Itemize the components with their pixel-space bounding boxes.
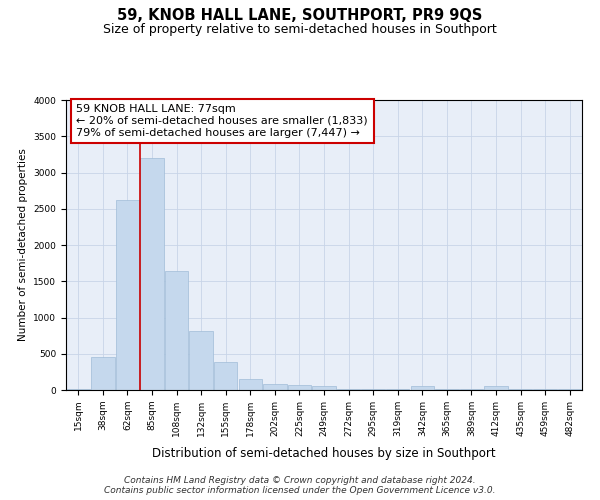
Bar — [313, 386, 335, 390]
Text: 59 KNOB HALL LANE: 77sqm
← 20% of semi-detached houses are smaller (1,833)
79% o: 59 KNOB HALL LANE: 77sqm ← 20% of semi-d… — [76, 104, 368, 138]
Bar — [484, 386, 508, 390]
Bar — [116, 200, 139, 390]
Bar — [165, 271, 188, 390]
Bar — [140, 158, 164, 390]
Bar — [190, 332, 213, 390]
Bar — [410, 386, 434, 390]
Text: Size of property relative to semi-detached houses in Southport: Size of property relative to semi-detach… — [103, 22, 497, 36]
Text: Contains HM Land Registry data © Crown copyright and database right 2024.
Contai: Contains HM Land Registry data © Crown c… — [104, 476, 496, 495]
Text: Distribution of semi-detached houses by size in Southport: Distribution of semi-detached houses by … — [152, 448, 496, 460]
Y-axis label: Number of semi-detached properties: Number of semi-detached properties — [18, 148, 28, 342]
Bar — [263, 384, 287, 390]
Text: 59, KNOB HALL LANE, SOUTHPORT, PR9 9QS: 59, KNOB HALL LANE, SOUTHPORT, PR9 9QS — [118, 8, 482, 22]
Bar — [91, 356, 115, 390]
Bar — [67, 389, 90, 390]
Bar — [239, 379, 262, 390]
Bar — [214, 362, 238, 390]
Bar — [288, 385, 311, 390]
